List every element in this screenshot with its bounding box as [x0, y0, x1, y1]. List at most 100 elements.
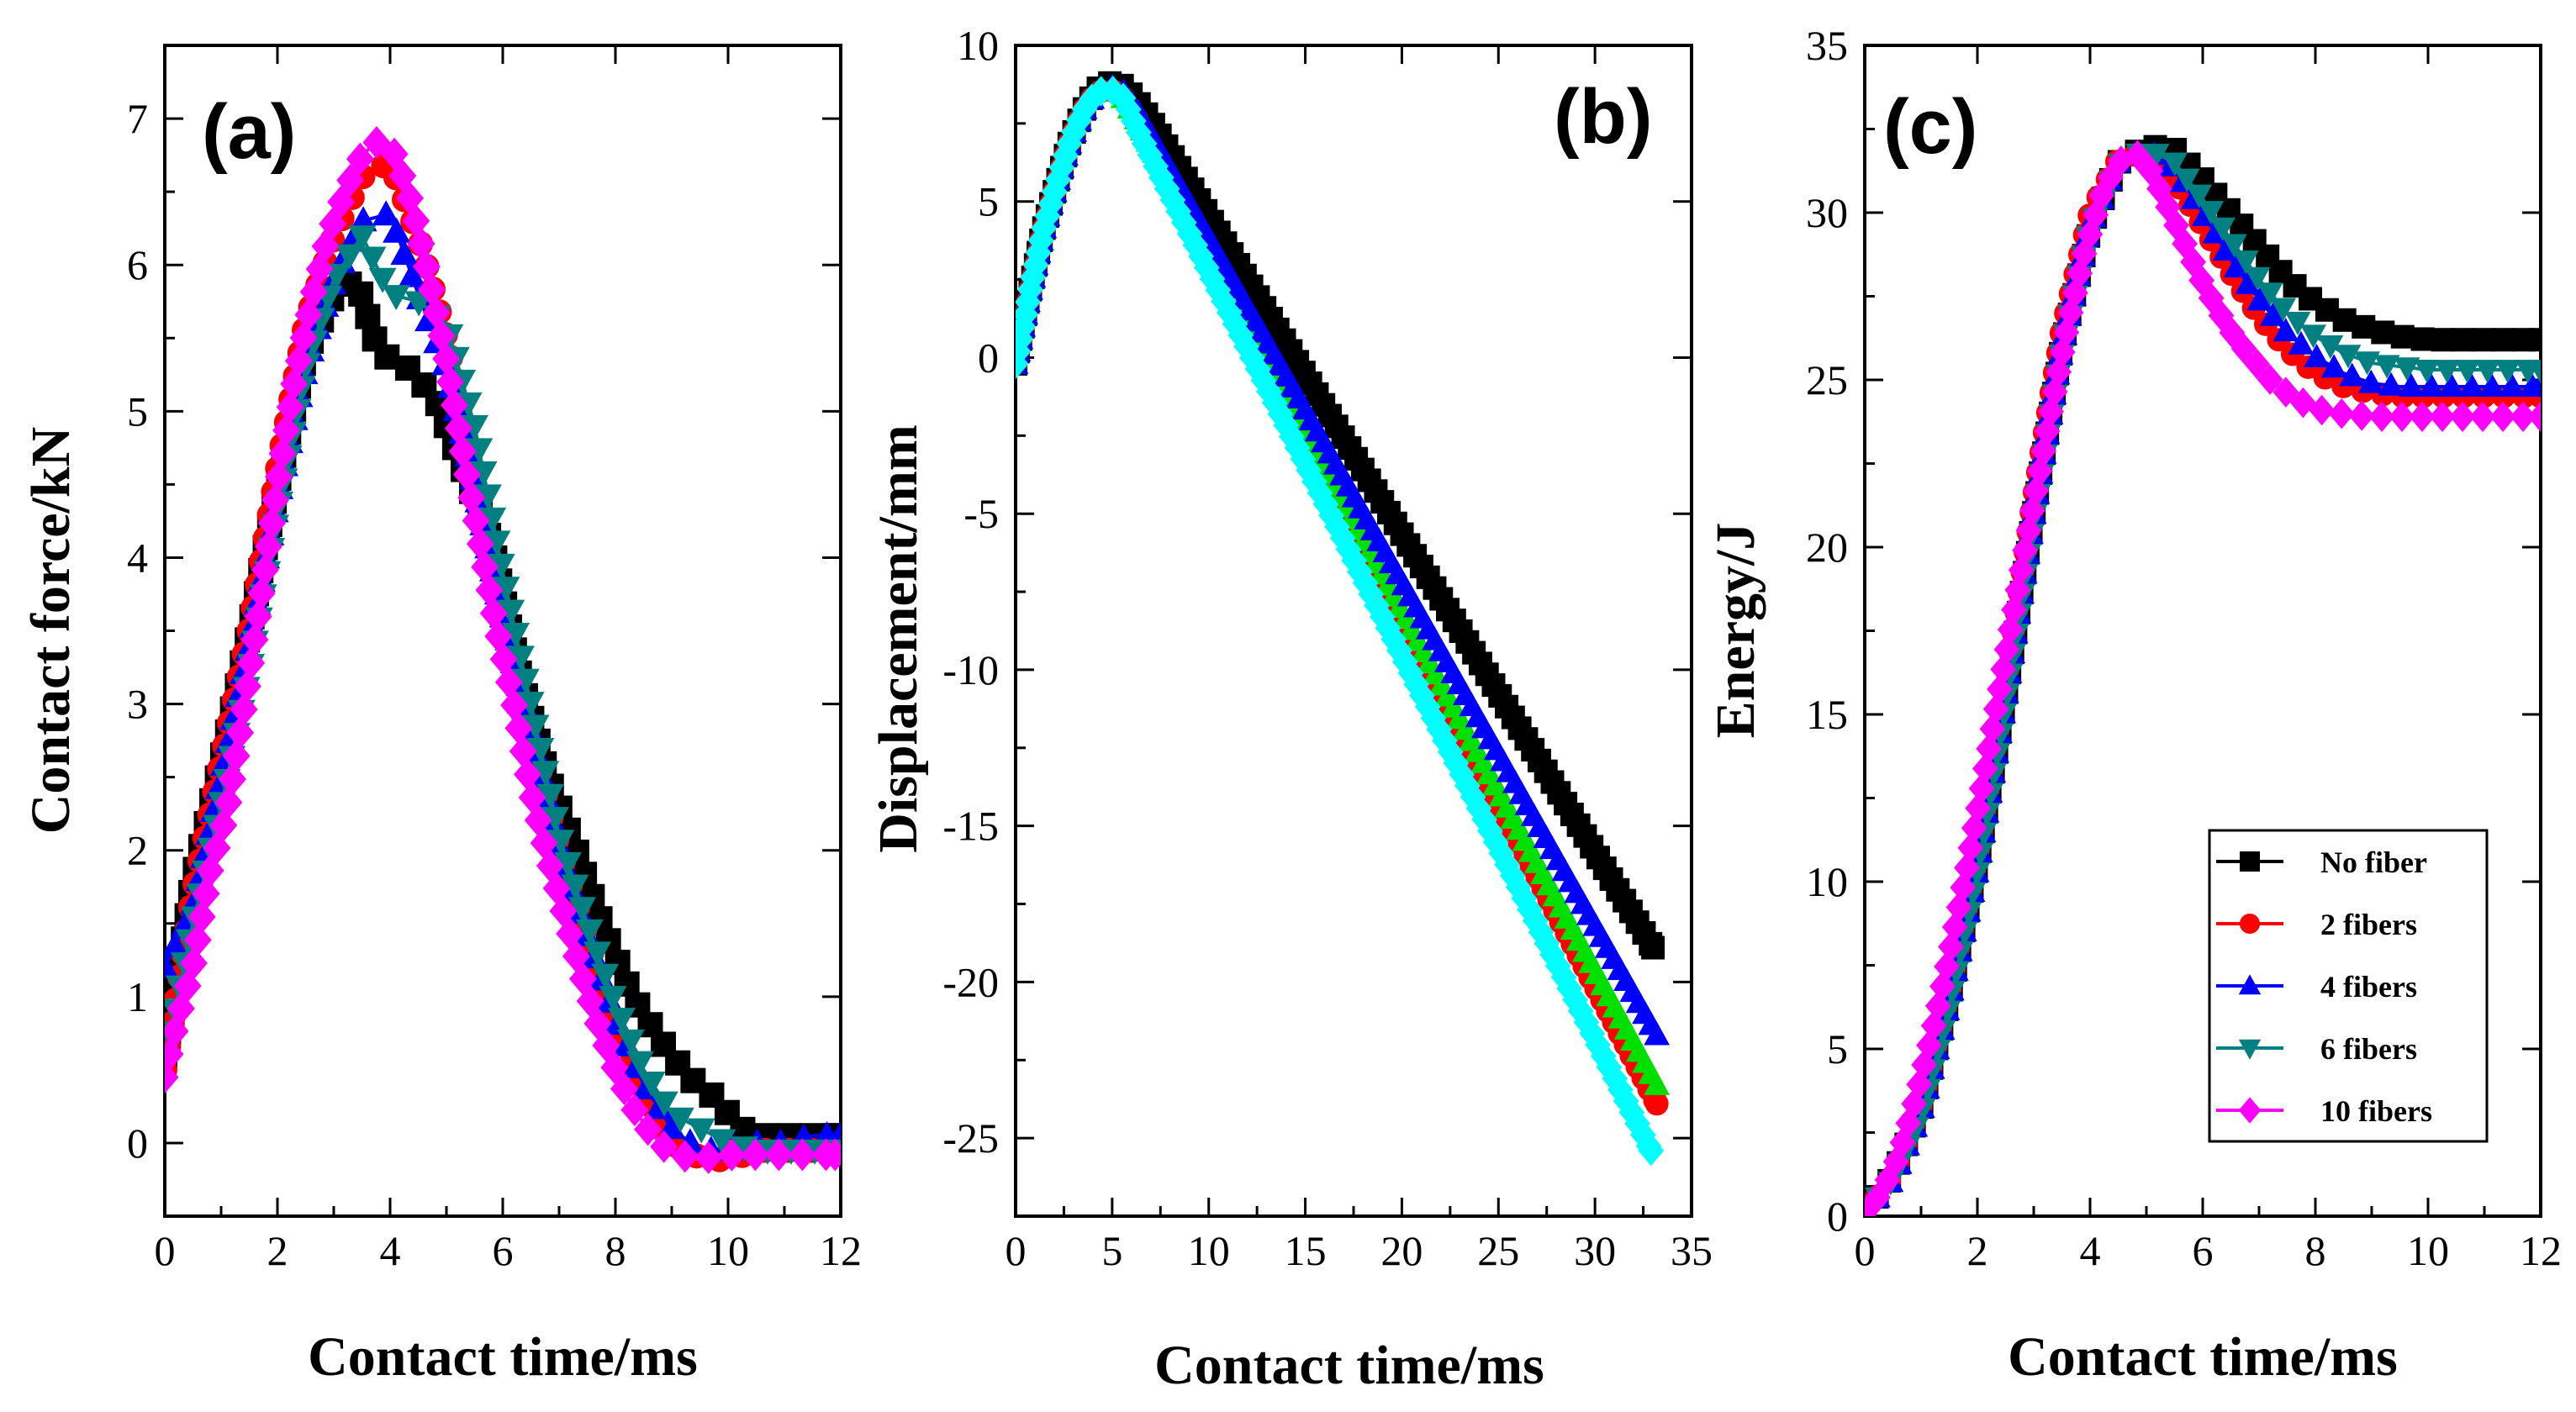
data-point — [2244, 349, 2271, 380]
y-tick-label: 30 — [1806, 189, 1848, 236]
x-tick-label: 2 — [267, 1227, 288, 1274]
data-point — [1533, 928, 1560, 959]
data-point — [568, 897, 597, 923]
y-tick-label: 35 — [1806, 22, 1848, 69]
data-point — [348, 281, 374, 307]
data-point — [1638, 1135, 1665, 1167]
data-point — [1256, 376, 1282, 408]
panel-label: (c) — [1883, 84, 1977, 170]
data-point — [1993, 634, 2020, 665]
data-point — [1284, 432, 1311, 464]
data-point — [165, 1061, 179, 1094]
y-tick-label: 0 — [978, 334, 999, 381]
data-point — [1573, 1007, 1600, 1038]
data-point — [276, 390, 304, 424]
data-point — [2510, 401, 2536, 432]
data-point — [471, 551, 499, 584]
data-point — [1437, 736, 1464, 767]
y-tick-label: -25 — [942, 1114, 999, 1162]
legend-label: 2 fibers — [2320, 908, 2417, 941]
x-tick-label: 6 — [2193, 1227, 2214, 1274]
x-tick-label: 12 — [2520, 1227, 2562, 1274]
data-point — [1250, 365, 1277, 396]
data-point — [788, 1138, 816, 1172]
legend-marker — [2238, 1039, 2262, 1060]
data-point — [497, 599, 525, 625]
y-tick-label: 1 — [127, 973, 148, 1020]
data-point — [1031, 213, 1058, 244]
data-point — [2499, 372, 2526, 397]
data-point — [599, 986, 627, 1012]
data-point — [1976, 733, 2003, 765]
data-point — [398, 261, 426, 287]
data-point — [372, 200, 400, 226]
data-point — [2390, 324, 2415, 349]
data-point — [2478, 372, 2505, 397]
data-point — [2320, 354, 2347, 378]
legend-marker — [2240, 851, 2260, 872]
data-point — [254, 530, 282, 563]
panel-label: (a) — [202, 89, 296, 175]
data-point — [2529, 328, 2541, 352]
data-point — [2162, 152, 2188, 176]
data-point — [2469, 401, 2496, 432]
y-tick-label: 5 — [1827, 1025, 1848, 1072]
data-point — [284, 344, 313, 377]
series-10-fibers — [165, 125, 841, 1174]
data-point — [1644, 1092, 1669, 1116]
data-point — [1911, 1049, 1937, 1081]
data-point — [1924, 990, 1951, 1022]
data-point — [346, 142, 374, 176]
data-point — [2270, 298, 2296, 322]
data-point — [1432, 725, 1458, 756]
data-point — [1941, 911, 1968, 943]
data-point — [1990, 654, 2017, 685]
data-point — [2180, 246, 2207, 277]
x-tick-label: 0 — [1855, 1227, 1876, 1274]
data-point — [1945, 892, 1972, 923]
series-10-fibers — [1865, 140, 2541, 1216]
data-point — [2108, 145, 2135, 176]
data-point — [2418, 372, 2445, 397]
data-point — [436, 365, 465, 398]
data-point — [336, 164, 365, 198]
data-point — [591, 963, 620, 989]
data-point — [382, 285, 410, 311]
x-tick-label: 0 — [155, 1227, 176, 1274]
data-point — [165, 952, 179, 978]
data-point — [2155, 192, 2181, 223]
data-point — [222, 739, 251, 772]
panel-c: 0 2 4 6 8 10 12 0 5 10 15 20 25 30 35 (c) Contact time… — [1705, 22, 2562, 1388]
data-point — [2004, 574, 2031, 606]
x-axis-label: Contact time/ms — [1154, 1335, 1544, 1396]
data-point — [2527, 360, 2541, 384]
data-point — [412, 250, 441, 283]
data-point — [492, 577, 520, 603]
data-point — [2230, 333, 2257, 365]
data-point — [2220, 234, 2247, 258]
data-point — [1920, 1010, 1947, 1041]
data-point — [1027, 224, 1054, 256]
data-point — [2328, 398, 2355, 429]
y-tick-label: -5 — [963, 490, 999, 537]
data-point — [1346, 556, 1373, 587]
data-point — [209, 809, 238, 842]
data-point — [717, 1138, 746, 1172]
data-point — [2474, 360, 2501, 384]
data-point — [764, 1138, 793, 1172]
y-tick-label: 25 — [1806, 356, 1848, 403]
data-point — [1624, 1108, 1650, 1140]
legend-label: No fiber — [2320, 846, 2427, 879]
data-point — [2026, 456, 2053, 487]
data-point — [358, 246, 387, 272]
data-point — [1165, 196, 1191, 227]
data-point — [2041, 376, 2068, 408]
data-point — [1312, 488, 1339, 520]
data-point — [2257, 282, 2283, 307]
data-point — [1602, 1063, 1628, 1094]
data-point — [1585, 1029, 1611, 1061]
data-point — [2038, 396, 2064, 427]
data-point — [466, 527, 494, 561]
data-point — [610, 1072, 638, 1106]
data-point — [2173, 168, 2200, 192]
